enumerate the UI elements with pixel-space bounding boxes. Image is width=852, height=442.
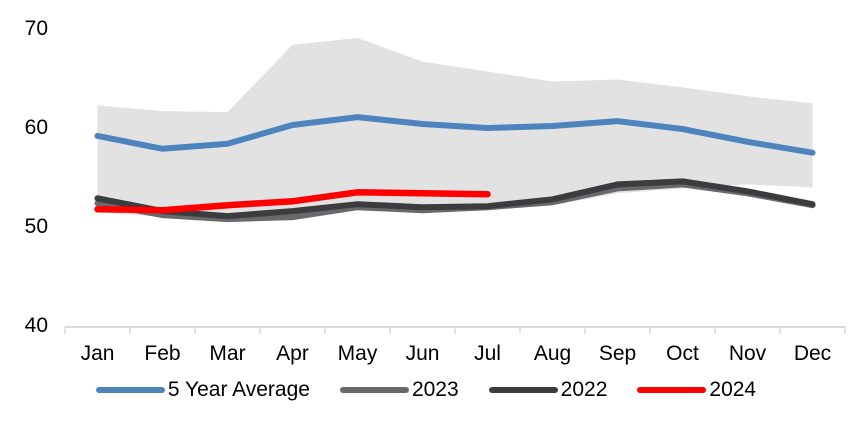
y-tick-label: 40 (25, 314, 48, 337)
legend-label-2024: 2024 (709, 378, 757, 401)
series-line-5-year-average (94, 114, 816, 156)
y-tick-label: 50 (25, 215, 48, 238)
x-tick-label: Jul (474, 342, 501, 365)
legend-line-swatch-2024 (637, 387, 707, 393)
x-tick-label: Aug (534, 342, 571, 365)
legend-label-5-year-average: 5 Year Average (167, 378, 310, 401)
y-tick-label: 70 (25, 17, 48, 40)
x-tick-label: Apr (276, 342, 309, 365)
legend-item-2024: 2024 (637, 378, 756, 402)
x-tick-label: Jan (81, 342, 115, 365)
x-tick-label: Oct (666, 342, 699, 365)
x-tick-label: Mar (209, 342, 245, 365)
x-tick-label: Feb (144, 342, 180, 365)
legend-label-2023: 2023 (411, 378, 459, 401)
legend-line-swatch-2022 (488, 387, 558, 393)
x-tick-label: Nov (729, 342, 767, 365)
legend-line-swatch-2023 (339, 387, 409, 393)
legend-line-swatch-5-year-average (95, 387, 165, 393)
chart-legend: 5 Year Average 2023 2022 2024 (0, 378, 852, 402)
series-line-2024 (94, 189, 491, 214)
y-tick-label: 60 (25, 116, 48, 139)
legend-label-2022: 2022 (560, 378, 608, 401)
series-line-2022 (94, 178, 816, 220)
legend-item-2023: 2023 (339, 378, 459, 402)
line-chart: Jan Feb Mar Apr May Jun Jul Aug Sep Oct Nov Dec 40 50… (25, 17, 846, 365)
x-tick-label: Jun (406, 342, 440, 365)
legend-item-2022: 2022 (488, 378, 608, 402)
x-tick-label: Sep (599, 342, 636, 365)
x-tick-label: May (338, 342, 378, 365)
x-tick-label: Dec (794, 342, 831, 365)
legend-item-5-year-average: 5 Year Average (95, 378, 310, 402)
